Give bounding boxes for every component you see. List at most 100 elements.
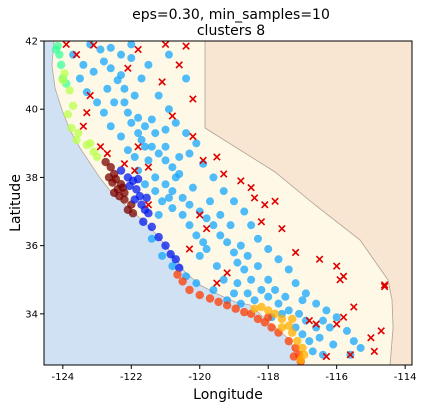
noise-point: [346, 351, 355, 359]
main-cluster-point: [164, 50, 173, 59]
bay-blue-point: [175, 263, 184, 272]
south-coast-point: [284, 321, 293, 330]
far-north-point: [56, 60, 66, 70]
coast-red-point: [205, 294, 215, 303]
main-cluster-point: [305, 337, 314, 346]
noise-point: [62, 41, 71, 49]
coast-red-point: [178, 277, 187, 286]
main-cluster-point: [295, 309, 304, 318]
main-cluster-point: [209, 173, 218, 182]
main-cluster-point: [154, 149, 163, 158]
main-cluster-point: [236, 241, 245, 250]
noise-point: [158, 78, 166, 86]
main-cluster-point: [182, 129, 191, 138]
noise-point: [247, 183, 255, 192]
main-cluster-point: [171, 118, 180, 127]
main-cluster-point: [154, 210, 163, 219]
main-cluster-point: [229, 248, 238, 257]
coast-red-point: [222, 301, 232, 310]
main-cluster-point: [281, 292, 290, 301]
chart-title-line2: clusters 8: [197, 23, 265, 39]
y-tick-label: 34: [25, 309, 38, 320]
main-cluster-point: [192, 279, 201, 288]
main-cluster-point: [140, 180, 149, 189]
main-cluster-point: [161, 180, 170, 189]
main-cluster-point: [130, 91, 139, 100]
main-cluster-point: [103, 84, 112, 93]
main-cluster-point: [216, 210, 225, 219]
noise-point: [336, 275, 344, 284]
x-tick-label: -118: [257, 372, 280, 383]
noise-point: [185, 245, 194, 253]
main-cluster-point: [164, 193, 173, 202]
main-cluster-point: [223, 238, 232, 247]
main-cluster-point: [151, 187, 160, 196]
noise-point: [377, 327, 385, 335]
main-cluster-point: [206, 197, 215, 206]
bay-blue-point: [147, 222, 157, 232]
main-cluster-point: [127, 118, 136, 127]
main-cluster-point: [151, 173, 160, 182]
main-cluster-point: [202, 245, 211, 254]
main-cluster-point: [315, 333, 324, 342]
main-cluster-point: [284, 306, 293, 315]
bay-blue-point: [144, 209, 153, 218]
noise-point: [189, 132, 197, 141]
noise-point: [370, 347, 379, 356]
main-cluster-point: [318, 316, 327, 325]
bay-dark-point: [120, 195, 129, 204]
plot-frame: [43, 40, 413, 366]
coast-red-point: [195, 290, 204, 300]
noise-point: [257, 217, 266, 226]
main-cluster-point: [312, 299, 321, 308]
main-cluster-point: [106, 43, 115, 52]
x-tick-label: -122: [120, 372, 143, 383]
coast-red-point: [231, 304, 240, 313]
main-cluster-point: [171, 173, 180, 182]
noise-point: [195, 211, 204, 219]
main-cluster-point: [247, 275, 256, 284]
main-cluster-point: [209, 285, 218, 294]
north-coast-point: [63, 110, 73, 119]
x-tick-label: -116: [325, 372, 348, 383]
main-cluster-point: [216, 231, 225, 240]
main-cluster-point: [89, 67, 98, 76]
main-cluster-point: [253, 262, 262, 271]
plot-area: [44, 41, 412, 365]
main-cluster-point: [137, 135, 146, 144]
noise-point: [223, 269, 231, 277]
noise-point: [96, 142, 105, 151]
main-cluster-point: [75, 74, 84, 83]
north-coast-point: [68, 101, 78, 111]
main-cluster-point: [247, 221, 256, 230]
coast-red-point: [291, 343, 300, 353]
noise-point: [350, 303, 358, 311]
noise-point: [103, 149, 112, 158]
bay-blue-point: [132, 185, 141, 194]
far-north-point: [55, 50, 64, 59]
noise-point: [86, 91, 94, 100]
noise-point: [380, 281, 389, 289]
main-cluster-point: [106, 64, 115, 73]
south-coast-point: [298, 343, 307, 353]
bay-blue-point: [125, 181, 134, 191]
coast-red-point: [185, 285, 194, 295]
main-cluster-point: [79, 60, 88, 69]
main-cluster-point: [168, 187, 177, 196]
noise-point: [339, 313, 348, 322]
north-coast-point: [72, 135, 81, 145]
south-coast-point: [296, 355, 305, 365]
main-cluster-point: [99, 108, 108, 117]
main-cluster-point: [123, 146, 132, 155]
noise-point: [144, 163, 153, 171]
main-cluster-point: [212, 262, 221, 271]
bay-blue-point: [161, 241, 170, 250]
main-cluster-point: [117, 50, 126, 59]
bay-dark-point: [128, 209, 138, 218]
y-tick-label: 40: [25, 105, 38, 116]
main-cluster-point: [188, 183, 197, 192]
main-cluster-point: [226, 221, 235, 230]
noise-point: [130, 166, 139, 175]
main-cluster-point: [325, 323, 334, 332]
